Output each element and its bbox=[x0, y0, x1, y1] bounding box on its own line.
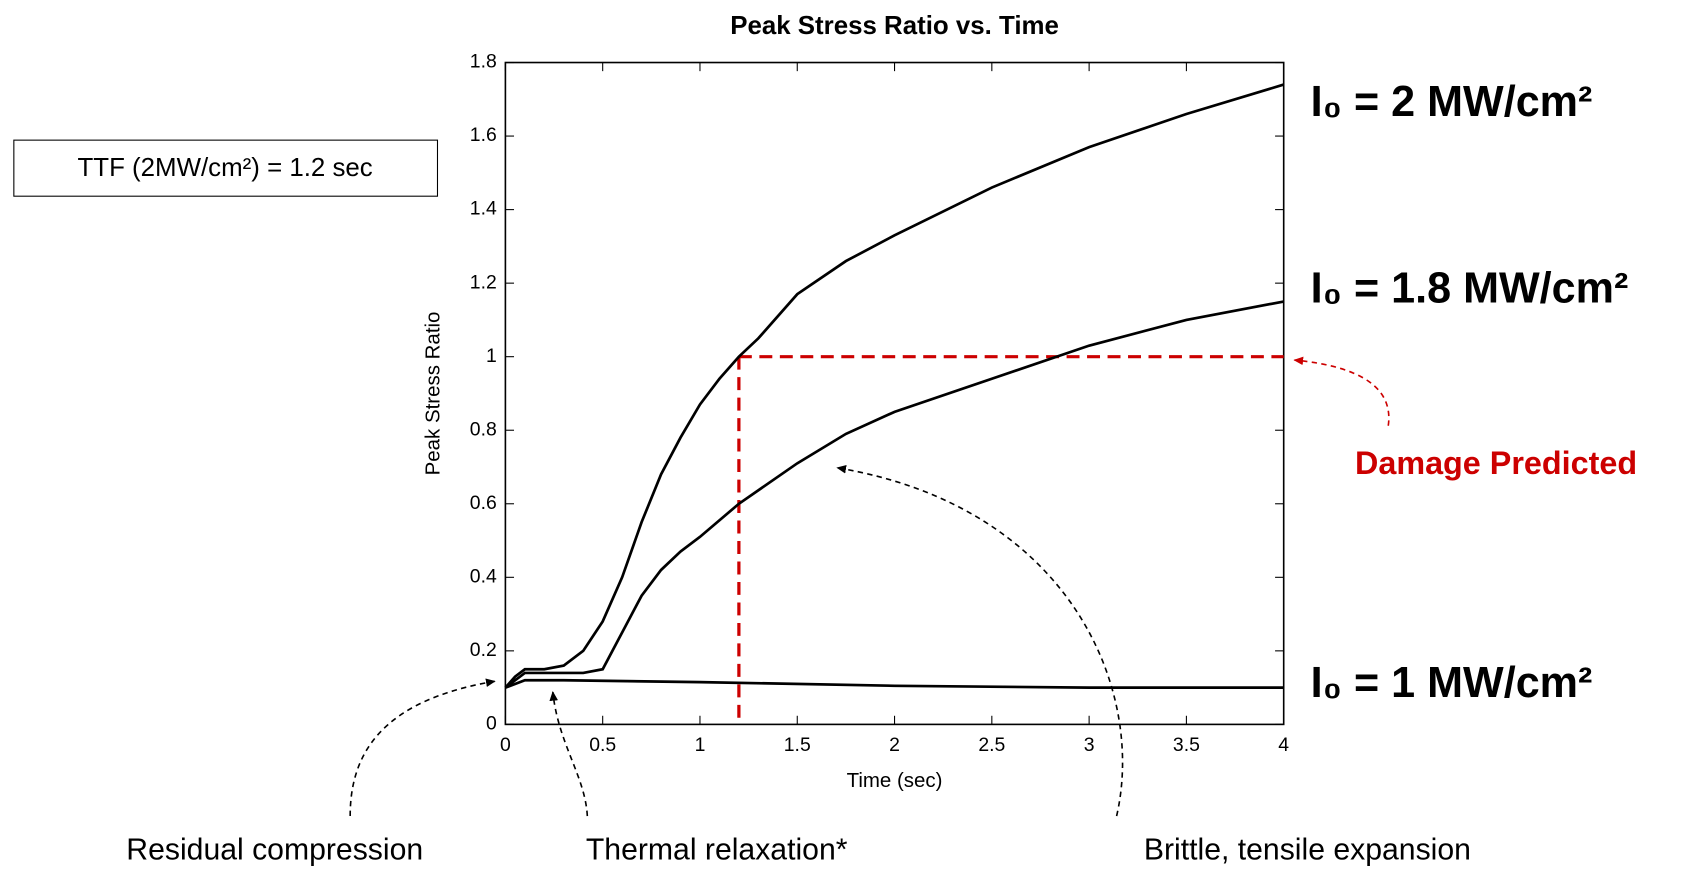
x-axis-label: Time (sec) bbox=[847, 769, 943, 792]
arrow bbox=[549, 690, 589, 817]
y-axis-label: Peak Stress Ratio bbox=[422, 312, 445, 476]
annotation: Damage Predicted bbox=[1355, 445, 1637, 481]
y-tick-label: 1.8 bbox=[470, 51, 497, 73]
series-label: I₀ = 1.8 MW/cm² bbox=[1311, 264, 1629, 312]
note-text: TTF (2MW/cm²) = 1.2 sec bbox=[78, 154, 373, 182]
x-tick-label: 1 bbox=[695, 734, 706, 756]
y-tick-label: 0.2 bbox=[470, 639, 497, 661]
arrow bbox=[1293, 356, 1390, 426]
annotation: Brittle, tensile expansion bbox=[1144, 834, 1471, 867]
y-tick-label: 1.6 bbox=[470, 124, 497, 146]
y-tick-label: 0.8 bbox=[470, 418, 497, 440]
x-tick-label: 0 bbox=[500, 734, 511, 756]
plot-area bbox=[504, 61, 1285, 726]
series-line bbox=[504, 300, 1284, 689]
annotation: Residual compression bbox=[126, 834, 423, 867]
arrow bbox=[836, 465, 1124, 817]
x-tick-label: 1.5 bbox=[784, 734, 811, 756]
x-tick-label: 3.5 bbox=[1173, 734, 1200, 756]
series-line bbox=[504, 678, 1284, 689]
y-tick-label: 0.6 bbox=[470, 492, 497, 514]
arrow bbox=[349, 678, 496, 817]
series-label: I₀ = 1 MW/cm² bbox=[1311, 659, 1593, 707]
x-tick-label: 3 bbox=[1084, 734, 1095, 756]
annotation: Thermal relaxation* bbox=[586, 834, 848, 867]
x-tick-label: 4 bbox=[1278, 734, 1289, 756]
chart-title: Peak Stress Ratio vs. Time bbox=[730, 12, 1059, 40]
y-tick-label: 1.4 bbox=[470, 198, 497, 220]
y-tick-label: 1 bbox=[486, 345, 497, 367]
series-line bbox=[504, 83, 1285, 689]
y-tick-label: 0.4 bbox=[470, 565, 497, 587]
x-tick-label: 2 bbox=[889, 734, 900, 756]
note-box bbox=[13, 139, 439, 197]
x-tick-label: 0.5 bbox=[589, 734, 616, 756]
y-tick-label: 1.2 bbox=[470, 271, 497, 293]
y-tick-label: 0 bbox=[486, 713, 497, 735]
x-tick-label: 2.5 bbox=[978, 734, 1005, 756]
series-label: I₀ = 2 MW/cm² bbox=[1311, 78, 1593, 126]
